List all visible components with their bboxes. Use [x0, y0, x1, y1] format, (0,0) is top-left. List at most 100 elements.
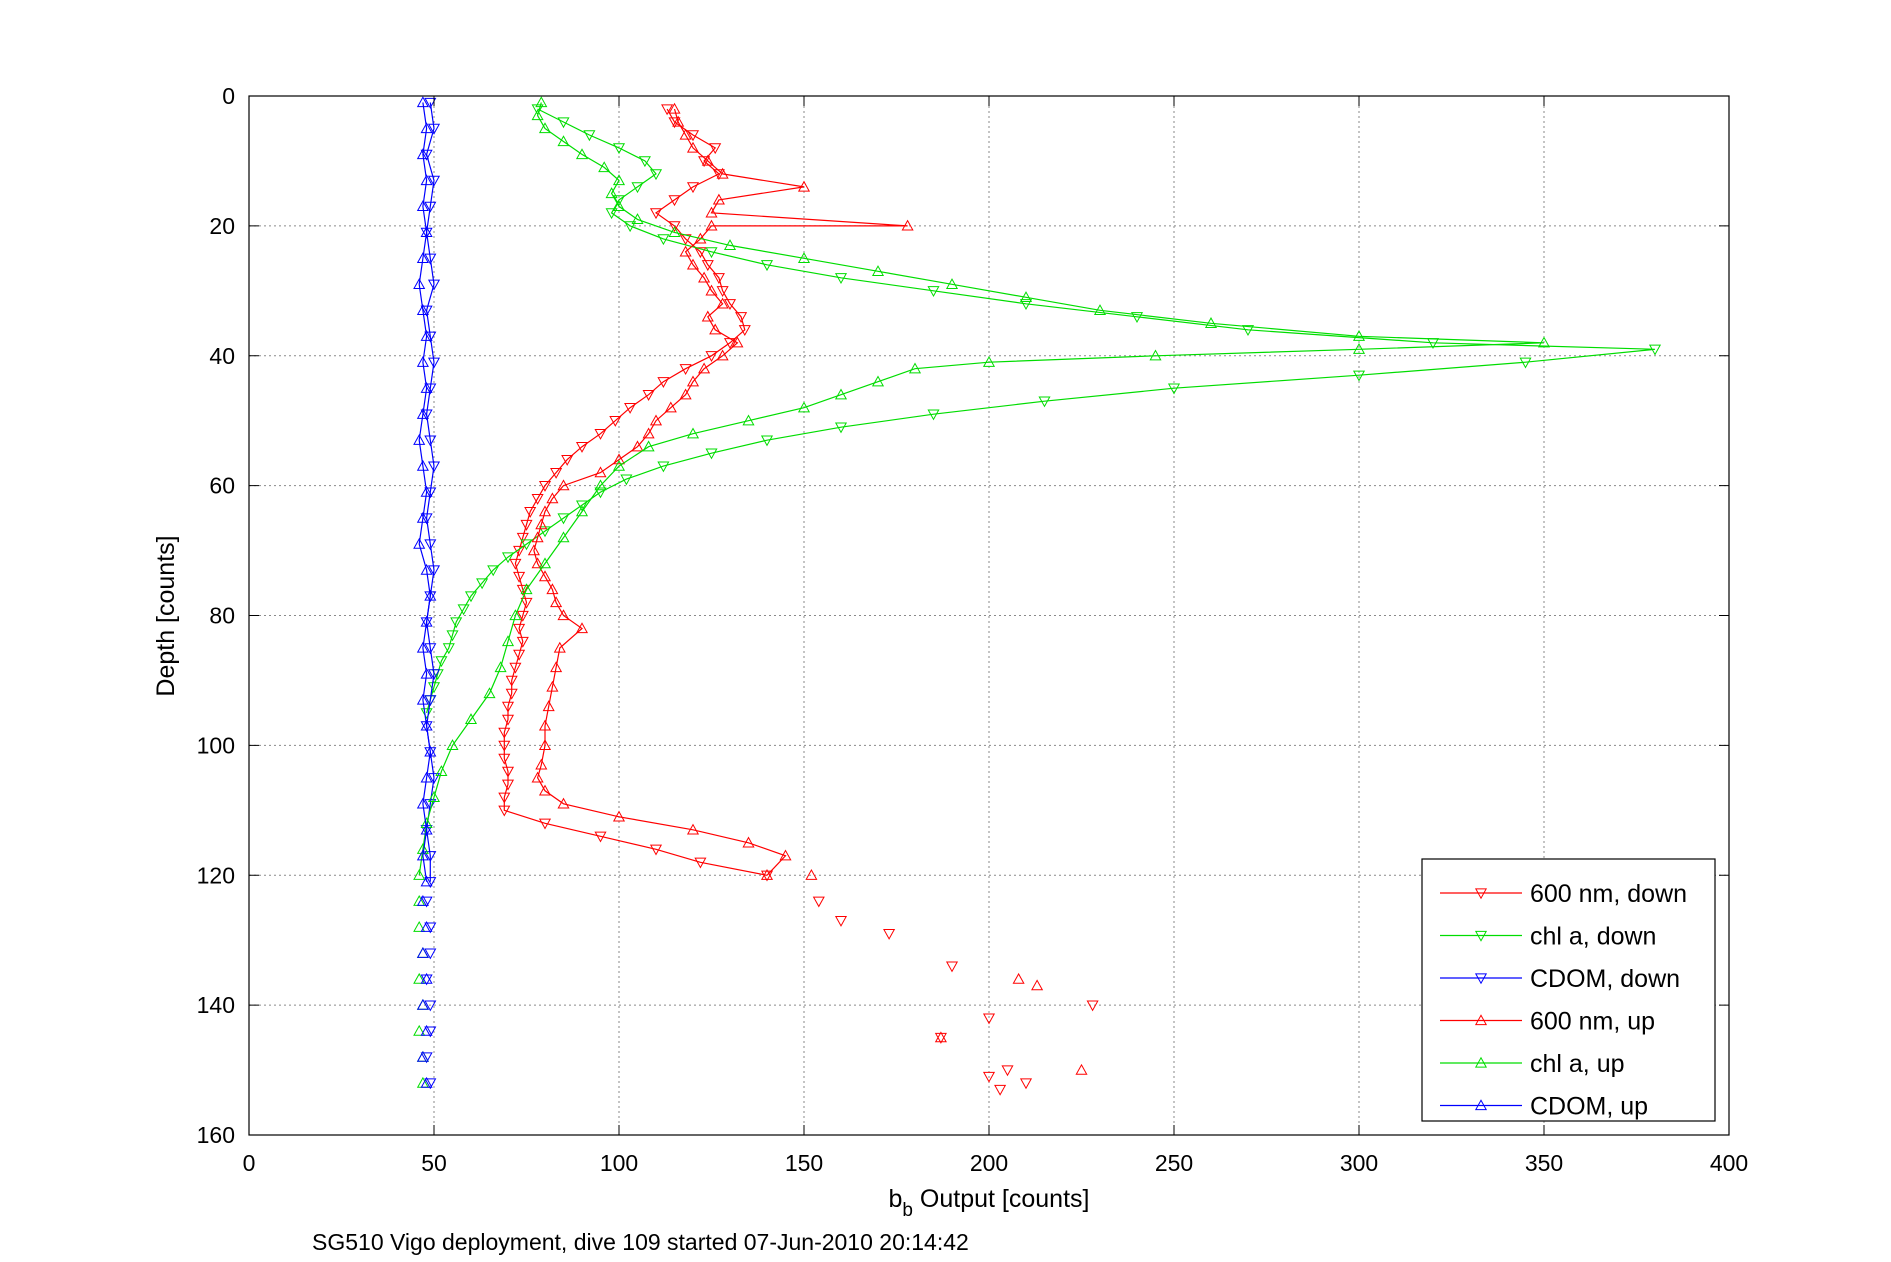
data-point: [416, 96, 429, 108]
data-point: [686, 130, 700, 142]
data-point: [679, 364, 692, 375]
data-point: [716, 349, 729, 361]
x-tick-label: 250: [1155, 1150, 1193, 1176]
legend-item: CDOM, down: [1440, 965, 1680, 993]
x-tick-label: 0: [243, 1150, 256, 1176]
data-point: [797, 401, 811, 413]
data-point: [535, 96, 548, 108]
data-point: [427, 773, 441, 785]
legend-label: 600 nm, down: [1530, 880, 1687, 908]
data-point: [694, 857, 707, 869]
x-tick-label: 200: [970, 1150, 1008, 1176]
data-point: [583, 130, 596, 142]
data-point: [501, 766, 515, 778]
data-point: [1352, 330, 1366, 341]
data-point: [716, 286, 729, 298]
data-point: [457, 604, 470, 616]
data-point: [538, 557, 552, 569]
data-point: [624, 221, 637, 233]
data-point: [413, 278, 426, 289]
legend-swatch-marker: [1474, 930, 1488, 942]
data-point: [420, 1024, 433, 1036]
data-point: [982, 356, 996, 367]
data-point: [550, 467, 563, 479]
data-point: [735, 312, 748, 324]
y-tick-label: 20: [209, 213, 235, 239]
data-point: [424, 922, 437, 934]
series-line: [533, 108, 908, 876]
data-point: [550, 596, 563, 608]
data-point: [1093, 304, 1107, 315]
data-point: [535, 518, 548, 530]
legend-label: 600 nm, up: [1530, 1008, 1655, 1036]
data-point: [612, 200, 626, 212]
data-point: [424, 745, 437, 757]
data-point: [805, 869, 818, 880]
legend-item: CDOM, up: [1440, 1093, 1648, 1121]
data-point: [427, 791, 441, 802]
data-point: [686, 182, 700, 194]
data-point: [546, 680, 559, 692]
data-point: [934, 1032, 947, 1044]
y-tick-label: 0: [222, 83, 235, 109]
data-point: [420, 381, 433, 393]
data-point: [413, 1024, 426, 1036]
y-tick-label: 80: [209, 603, 235, 629]
data-point: [424, 487, 437, 499]
data-point: [520, 519, 533, 531]
data-point: [509, 662, 522, 674]
data-point: [413, 920, 426, 932]
legend-swatch-marker: [1474, 888, 1488, 900]
data-point: [538, 719, 552, 731]
data-point: [424, 383, 437, 395]
data-point: [575, 500, 589, 512]
data-point: [420, 667, 433, 679]
data-point: [797, 180, 811, 192]
data-point: [501, 779, 515, 791]
data-point: [442, 643, 455, 655]
data-point: [420, 409, 433, 421]
data-point: [420, 719, 433, 731]
data-point: [742, 414, 755, 426]
series-3: [527, 102, 1088, 1075]
legend-swatch-marker: [1474, 1099, 1488, 1111]
data-point: [934, 1031, 947, 1043]
data-point: [631, 440, 644, 452]
data-point: [594, 479, 607, 491]
series-layer: [413, 96, 1662, 1096]
data-point: [668, 102, 681, 114]
data-point: [416, 894, 429, 906]
data-point: [982, 1013, 996, 1025]
series-4: [413, 96, 1551, 1088]
data-point: [424, 1026, 437, 1038]
data-point: [679, 128, 692, 140]
data-point: [427, 565, 441, 577]
data-point: [1537, 336, 1551, 348]
series-1: [420, 104, 1662, 720]
legend-swatch-marker: [1474, 1014, 1488, 1026]
data-point: [649, 169, 663, 181]
data-point: [553, 641, 566, 653]
data-point: [642, 390, 655, 401]
data-point: [668, 117, 681, 129]
x-tick-label: 100: [600, 1150, 638, 1176]
data-point: [413, 537, 426, 549]
data-point: [531, 531, 544, 543]
data-point: [598, 161, 611, 173]
data-point: [538, 818, 552, 830]
data-point: [513, 649, 526, 661]
data-point: [712, 193, 725, 205]
data-point: [413, 972, 426, 984]
data-point: [612, 174, 626, 186]
data-point: [701, 154, 714, 166]
data-point: [686, 375, 700, 387]
data-point: [661, 104, 674, 116]
data-point: [834, 916, 848, 927]
data-point: [464, 591, 478, 603]
data-point: [631, 182, 644, 194]
data-point: [427, 669, 441, 681]
data-point: [424, 435, 437, 447]
data-point: [927, 286, 940, 298]
data-point: [487, 565, 500, 577]
